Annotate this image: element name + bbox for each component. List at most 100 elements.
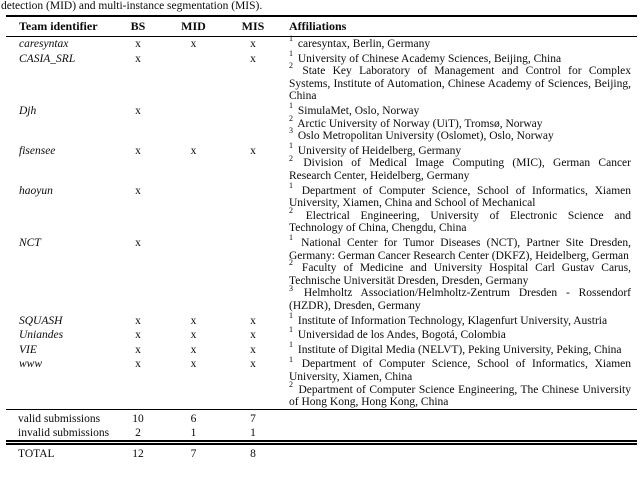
table-row-total: TOTAL 12 7 8	[6, 440, 637, 461]
affiliations-cell: 1 University of Heidelberg, Germany 2 Div…	[283, 141, 637, 183]
affiliation-number: 1	[289, 141, 293, 151]
affiliation-number: 1	[289, 310, 293, 320]
column-header-bs: BS	[112, 14, 164, 37]
affiliation-number: 1	[289, 101, 293, 111]
empty-cell	[283, 426, 637, 443]
team-identifier: SQUASH	[19, 314, 63, 327]
team-identifier: NCT	[19, 237, 41, 249]
affiliation-number: 1	[289, 233, 293, 243]
affiliation-number: 1	[289, 48, 293, 58]
team-identifier: haoyun	[19, 184, 53, 197]
mis-mark	[223, 183, 283, 235]
table-row-team: Uniandes x x x 1 Universidad de los Andes, B…	[6, 325, 637, 343]
affiliations-cell: 1 University of Chinese Academy Sciences…	[283, 48, 637, 103]
table-row-valid-submissions: valid submissions 10 6 7	[6, 409, 637, 426]
affiliation-entry: 1 University of Chinese Academy Sciences…	[289, 48, 562, 65]
bs-count: 10	[112, 409, 164, 426]
mid-total: 7	[164, 440, 223, 461]
affiliation-entry: 2 Faculty of Medicine and University Hos…	[289, 258, 631, 287]
affiliation-entry: 1 SimulaMet, Oslo, Norway	[289, 101, 420, 118]
mis-mark	[223, 104, 283, 144]
affiliation-entry: 2 Electrical Engineering, University of …	[289, 205, 631, 235]
mid-mark	[164, 51, 223, 103]
mis-total: 8	[223, 440, 283, 461]
affiliations-cell: 1 Institute of Digital Media (NELVT), Pe…	[283, 339, 637, 357]
total-label: TOTAL	[6, 440, 112, 461]
affiliations-cell: 1 Department of Computer Science, School…	[283, 354, 637, 410]
affiliation-entry: 1 National Center for Tumor Diseases (NC…	[289, 233, 631, 262]
team-identifier: Uniandes	[19, 329, 64, 342]
column-header-mid: MID	[164, 14, 223, 37]
bs-mark: x	[135, 184, 141, 197]
team-identifier: CASIA_SRL	[19, 52, 76, 65]
affiliation-entry: 1 caresyntax, Berlin, Germany	[289, 34, 431, 51]
bs-count: 2	[135, 427, 141, 440]
mid-mark: x	[190, 329, 197, 342]
table-header: Team identifier BS MID MIS Affiliations	[6, 14, 637, 37]
affiliation-number: 2	[289, 113, 293, 123]
bs-mark: x	[135, 237, 141, 249]
mis-mark: x	[250, 329, 256, 342]
table-row-team: CASIA_SRL x x 1 University of Chinese Acade…	[6, 48, 637, 103]
summary-label: invalid submissions	[18, 427, 110, 440]
mis-mark: x	[250, 144, 256, 157]
bs-mark: x	[135, 38, 141, 51]
bs-mark: x	[135, 358, 141, 371]
affiliation-entry: 1 Department of Computer Science, School…	[289, 354, 631, 383]
bs-total: 12	[112, 440, 164, 461]
mid-mark: x	[190, 314, 197, 327]
table-row-team: VIE x x x 1 Institute of Digital Media (NELV…	[6, 339, 637, 357]
table-row-team: SQUASH x x x 1 Institute of Information Tech…	[6, 310, 637, 328]
table-row-team: fisensee x x x 1 University of Heidelberg, G…	[6, 141, 637, 183]
affiliation-entry: 1 Institute of Information Technology, K…	[289, 310, 608, 327]
team-identifier: fisensee	[19, 144, 56, 157]
column-header-mis: MIS	[223, 14, 283, 37]
table-row-team: www x x x 1 Department of Computer Science, …	[6, 354, 637, 410]
table-row-team: Djh x 1 SimulaMet, Oslo, Norway 2 Arctic Un…	[6, 101, 637, 144]
mid-mark	[164, 236, 223, 314]
affiliation-number: 1	[289, 354, 293, 364]
teams-body: caresyntax x x x 1 caresyntax, Berlin, Germa…	[6, 34, 637, 410]
bs-mark: x	[135, 314, 141, 327]
team-identifier: VIE	[19, 343, 37, 356]
affiliation-number: 2	[289, 153, 293, 163]
affiliations-cell: 1 National Center for Tumor Diseases (NC…	[283, 233, 637, 314]
affiliation-entry: 1 Department of Computer Science, School…	[289, 180, 631, 210]
mis-mark	[223, 236, 283, 314]
affiliation-number: 1	[289, 339, 293, 349]
mis-mark: x	[250, 343, 256, 356]
summary-label: valid submissions	[6, 409, 112, 426]
table-row-invalid-submissions: invalid submissions 2 1 1	[6, 426, 637, 443]
affiliation-entry: 1 Institute of Digital Media (NELVT), Pe…	[289, 339, 622, 356]
mis-count: 7	[223, 409, 283, 426]
affiliation-entry: 1 Universidad de los Andes, Bogotá, Colo…	[289, 325, 506, 342]
table-row-team: NCT x 1 National Center for Tumor Diseases…	[6, 233, 637, 314]
team-identifier: Djh	[19, 105, 37, 118]
mid-count: 1	[190, 427, 197, 440]
mid-count: 6	[164, 409, 223, 426]
column-header-affiliations: Affiliations	[283, 14, 637, 37]
team-identifier: caresyntax	[19, 38, 69, 51]
column-header-team-identifier: Team identifier	[6, 14, 112, 37]
header-row: Team identifier BS MID MIS Affiliations	[6, 14, 637, 37]
bs-mark: x	[135, 144, 141, 157]
affiliations-cell: 1 Institute of Information Technology, K…	[283, 310, 637, 328]
mis-mark: x	[250, 38, 256, 51]
affiliation-entry: 3 Oslo Metropolitan University (Oslomet)…	[289, 126, 554, 143]
affiliations-cell: 1 SimulaMet, Oslo, Norway 2 Arctic Univer…	[283, 101, 637, 144]
affiliation-number: 1	[289, 325, 293, 335]
mid-mark: x	[190, 358, 197, 371]
bs-mark: x	[135, 329, 141, 342]
affiliation-number: 1	[289, 180, 293, 190]
bs-mark: x	[135, 343, 141, 356]
team-identifier: www	[19, 358, 43, 371]
affiliation-number: 2	[289, 61, 293, 71]
affiliations-cell: 1 Department of Computer Science, School…	[283, 180, 637, 235]
affiliation-entry: 2 Department of Computer Science Enginee…	[289, 379, 631, 409]
mid-mark: x	[190, 144, 197, 157]
empty-cell	[283, 440, 637, 461]
affiliation-entry: 2 Division of Medical Image Computing (M…	[289, 153, 631, 183]
affiliation-number: 3	[289, 283, 293, 293]
affiliation-entry: 1 University of Heidelberg, Germany	[289, 141, 462, 157]
teams-table: Team identifier BS MID MIS Affiliations …	[6, 14, 637, 461]
